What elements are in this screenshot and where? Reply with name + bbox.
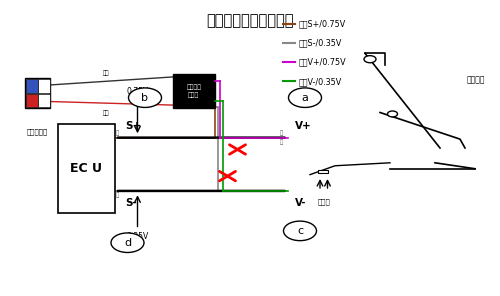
FancyBboxPatch shape [58,124,115,213]
Text: 信号线: 信号线 [318,198,330,205]
Text: 电子油门控制安装方式: 电子油门控制安装方式 [206,13,294,28]
Text: EC U: EC U [70,162,102,175]
Text: 紫：V+/0.75V: 紫：V+/0.75V [298,58,346,67]
Text: 绿：V-/0.35V: 绿：V-/0.35V [298,77,342,86]
FancyBboxPatch shape [26,79,38,93]
Circle shape [388,111,398,117]
Text: 油门控制线: 油门控制线 [27,129,48,135]
Text: 棕: 棕 [116,131,119,136]
FancyBboxPatch shape [172,74,215,108]
Text: 灰: 灰 [279,139,282,145]
Text: 0.75V: 0.75V [126,87,148,96]
Text: S+: S+ [125,121,142,131]
Text: 棕：S+/0.75V: 棕：S+/0.75V [298,19,346,28]
Text: V+: V+ [295,121,312,131]
Text: a: a [302,93,308,103]
Circle shape [364,56,376,63]
Text: 电子油门
控制器: 电子油门 控制器 [186,84,201,98]
Text: 0.35V: 0.35V [126,232,148,241]
Text: d: d [124,238,131,248]
Circle shape [288,88,322,107]
Text: 黑色: 黑色 [103,70,110,76]
FancyBboxPatch shape [38,79,50,93]
FancyBboxPatch shape [26,94,38,107]
Text: 灰：S-/0.35V: 灰：S-/0.35V [298,38,342,47]
FancyBboxPatch shape [38,94,50,107]
Text: S-: S- [125,198,137,208]
FancyBboxPatch shape [25,78,50,108]
Circle shape [111,233,144,252]
Circle shape [128,88,162,107]
Text: c: c [297,226,303,236]
Circle shape [284,221,316,241]
Text: 棕: 棕 [279,131,282,136]
Text: 红色: 红色 [103,110,110,116]
Text: b: b [142,93,148,103]
Text: 电子油门: 电子油门 [466,75,485,84]
FancyBboxPatch shape [318,170,328,173]
Text: 灰: 灰 [116,192,119,198]
Text: V-: V- [295,198,306,208]
